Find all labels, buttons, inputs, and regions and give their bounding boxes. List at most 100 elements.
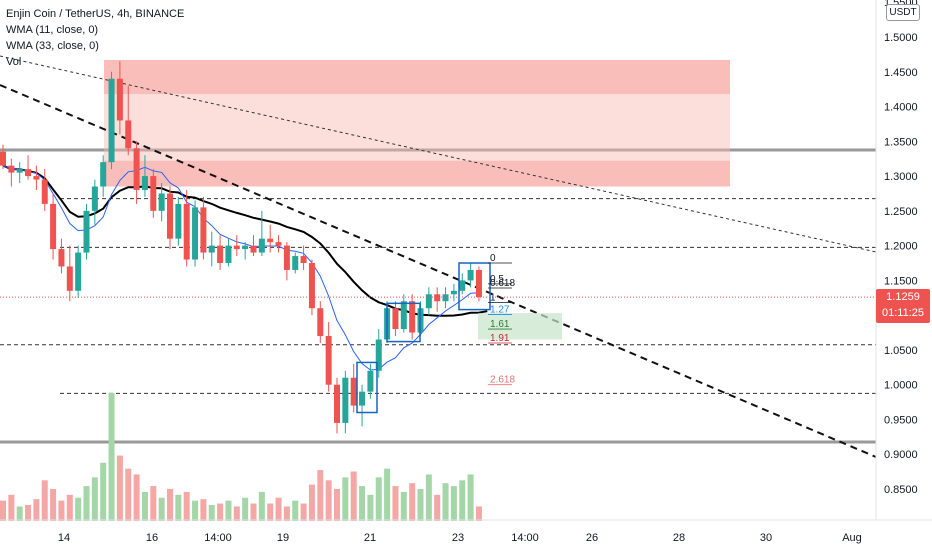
- candle-body: [233, 245, 240, 250]
- pattern-box: [386, 302, 421, 343]
- volume-bar: [375, 477, 382, 521]
- volume-bar: [450, 486, 457, 521]
- volume-bar: [409, 483, 416, 521]
- fib-target-zone: [478, 313, 562, 340]
- candle-body: [434, 294, 441, 302]
- fib-label: 1.91: [490, 333, 510, 344]
- price-tick-label: 1.3500: [884, 136, 918, 148]
- wma-11-line: [2, 165, 479, 371]
- pattern-box: [356, 361, 378, 414]
- volume-bar: [258, 491, 265, 521]
- price-tick-label: 0.9000: [884, 449, 918, 461]
- volume-bar: [400, 491, 407, 521]
- symbol-title[interactable]: Enjin Coin / TetherUS, 4h, BINANCE: [6, 8, 185, 20]
- candle-body: [0, 151, 6, 166]
- candle-body: [175, 203, 182, 239]
- volume-bar: [208, 505, 215, 521]
- candle-body: [183, 203, 190, 260]
- volume-label[interactable]: Vol: [6, 56, 22, 68]
- bar-countdown: 01:11:25: [881, 307, 924, 320]
- price-tick-label: 0.8500: [884, 484, 918, 496]
- volume-bar: [334, 489, 340, 521]
- trendline-long-dashed: [0, 84, 877, 458]
- volume-bar: [459, 480, 466, 521]
- volume-bar: [442, 483, 449, 521]
- candle-body: [475, 269, 482, 298]
- price-axis: 1.55001.50001.45001.40001.35001.30001.25…: [884, 0, 918, 496]
- time-tick-label: 14:00: [204, 532, 232, 544]
- candle-body: [300, 256, 307, 263]
- fib-extension: 0 0.50.618 11.27 1.61 1.91 2.618: [478, 253, 562, 386]
- volume-bar: [275, 497, 282, 521]
- last-price-value: 1.1259: [886, 291, 920, 304]
- wma-33-label[interactable]: WMA (33, close, 0): [6, 40, 99, 52]
- volume-bar: [467, 474, 474, 521]
- volume-bar: [25, 505, 32, 521]
- candle-body: [350, 377, 357, 406]
- candle-body: [217, 245, 224, 263]
- volume-bar: [167, 489, 173, 521]
- time-tick-label: 19: [277, 532, 289, 544]
- volume-bar: [233, 506, 240, 521]
- volume-bar: [100, 462, 107, 521]
- volume-bar: [283, 506, 290, 521]
- candle-body: [158, 193, 165, 211]
- volume-bar: [183, 491, 190, 521]
- time-tick-label: 23: [452, 532, 464, 544]
- volume-bar: [434, 494, 441, 521]
- candle-body: [192, 207, 199, 260]
- candle-body: [83, 210, 90, 253]
- wma-11-label[interactable]: WMA (11, close, 0): [6, 24, 99, 36]
- price-tick-label: 1.3000: [884, 171, 918, 183]
- time-tick-label: Aug: [842, 532, 862, 544]
- pattern-boxes: [356, 262, 491, 414]
- volume-bar: [367, 494, 374, 521]
- volume-bar: [192, 500, 199, 521]
- candle-body: [75, 252, 82, 291]
- currency-badge[interactable]: USDT: [886, 4, 920, 21]
- volume-bars: [0, 393, 482, 521]
- candle-body: [33, 176, 40, 180]
- volume-bar: [200, 499, 207, 521]
- candle-body: [41, 179, 48, 204]
- price-tick-label: 1.4500: [884, 67, 918, 79]
- volume-bar: [133, 474, 140, 521]
- volume-bar: [0, 500, 6, 521]
- pattern-box: [458, 262, 491, 311]
- candle-body: [267, 238, 274, 243]
- volume-bar: [217, 503, 224, 521]
- supply-zone-upper-band: [104, 59, 730, 95]
- price-tick-label: 1.2000: [884, 241, 918, 253]
- candle-body: [208, 245, 215, 253]
- volume-bar: [325, 480, 332, 521]
- volume-bar: [417, 489, 424, 521]
- volume-bar: [384, 468, 391, 521]
- price-tick-label: 1.1500: [884, 275, 918, 287]
- time-tick-label: 21: [364, 532, 376, 544]
- volume-bar: [50, 489, 57, 521]
- candle-body: [141, 176, 148, 190]
- candle-body: [409, 301, 416, 333]
- volume-bar: [317, 470, 324, 521]
- supply-zone-lower-band: [104, 160, 730, 187]
- candle-body: [16, 169, 23, 173]
- price-tick-label: 1.4000: [884, 102, 918, 114]
- volume-bar: [158, 497, 165, 521]
- candle-body: [8, 165, 15, 173]
- candle-body: [91, 186, 98, 211]
- volume-bar: [125, 468, 132, 521]
- volume-bar: [75, 497, 82, 521]
- candle-body: [25, 169, 32, 177]
- fib-label: 1.61: [490, 319, 510, 330]
- volume-bar: [41, 480, 48, 521]
- price-tick-label: 1.0000: [884, 380, 918, 392]
- candle-body: [225, 245, 232, 263]
- volume-bar: [392, 486, 399, 521]
- time-tick-label: 14:00: [511, 532, 539, 544]
- candle-body: [334, 384, 340, 423]
- time-tick-label: 26: [586, 532, 598, 544]
- candle-body: [308, 263, 315, 309]
- candle-body: [133, 148, 140, 190]
- volume-bar: [359, 486, 366, 521]
